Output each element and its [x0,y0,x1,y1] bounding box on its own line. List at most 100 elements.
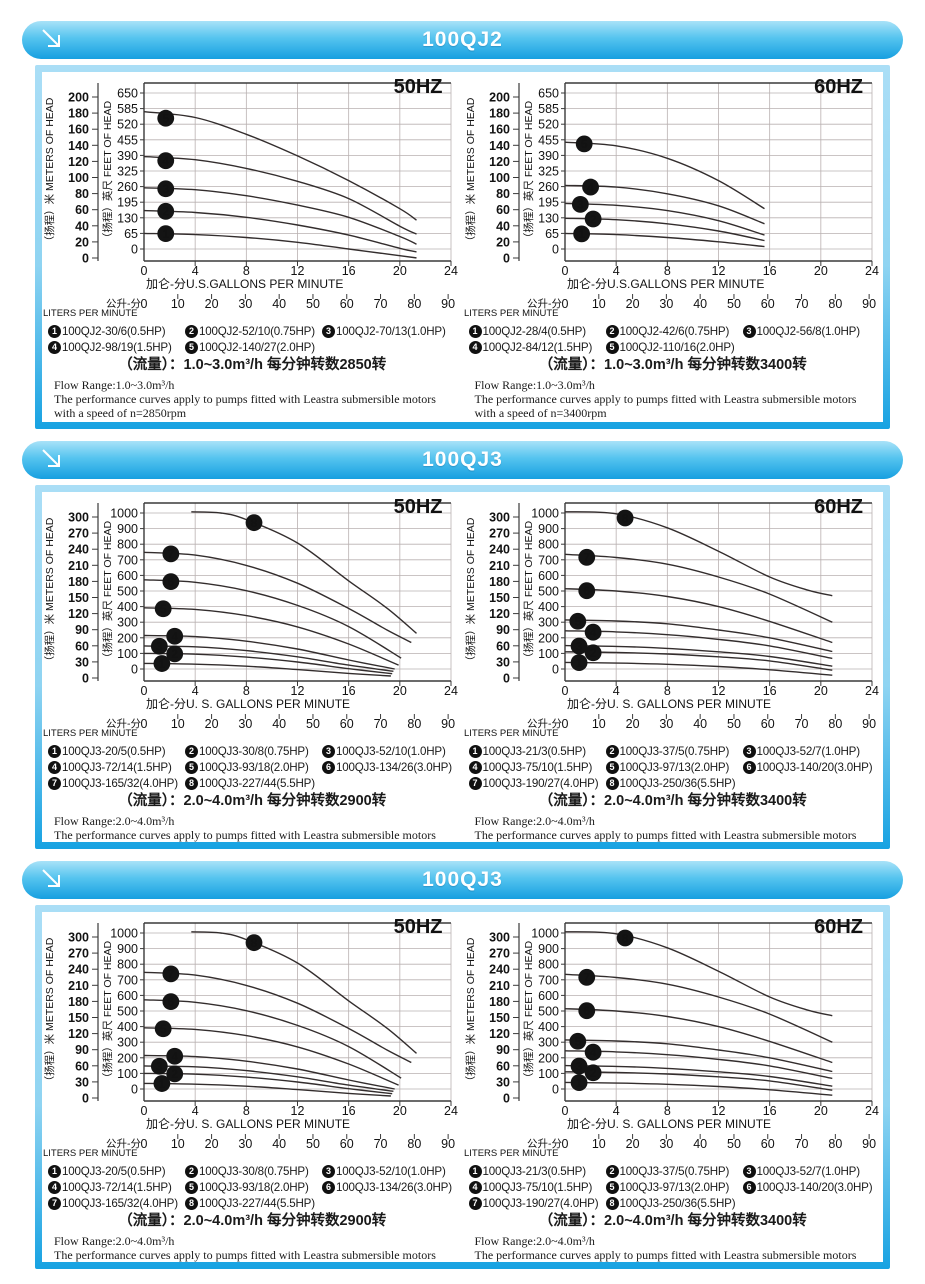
frequency-label: 50HZ [393,496,443,518]
legend-item-label: 100QJ3-52/10(1.0HP) [336,744,446,758]
legend-item-label: 100QJ3-30/8(0.75HP) [199,1164,309,1178]
curve-marker-number: 8 [251,936,258,950]
pump-curve-2 [143,1072,393,1095]
legend-item-label: 100QJ3-72/14(1.5HP) [62,1180,172,1194]
legend-number-badge: 8 [605,776,619,790]
liters-tick-label: 90 [862,297,876,311]
pump-series-panel: 100QJ3 50HZ 0 30 60 90 120 150 180 210 240 270 300 0 1… [22,861,903,1269]
pump-curve-1 [564,661,832,676]
meters-tick-label: 270 [489,947,510,961]
meters-tick-label: 90 [75,1043,89,1057]
meters-axis: 0 30 60 90 120 150 180 210 240 270 300 [489,511,519,686]
liters-tick-label: 70 [794,297,808,311]
flow-range-cn: （流量）：2.0~4.0m³/h 每分钟转数2900转 [118,1213,387,1229]
feet-tick-label: 0 [131,663,138,677]
legend-item-label: 100QJ3-140/20(3.0HP) [756,1180,873,1194]
curve-legend: 1 100QJ2-28/4(0.5HP) 2 100QJ2-42/6(0.75HP) 3… [468,323,884,355]
legend-row: 4 100QJ3-72/14(1.5HP) 5 100QJ3-93/18(2.0HP)… [48,1179,463,1195]
legend-item-label: 100QJ3-37/5(0.75HP) [619,744,730,758]
curve-marker-number: 8 [621,511,628,525]
legend-item-label: 100QJ3-93/18(2.0HP) [199,760,309,774]
liters-tick-label: 50 [306,1137,320,1151]
axes [517,502,872,682]
grid-lines [564,503,872,681]
note-line: Flow Range:2.0~4.0m³/h [54,1234,175,1248]
meters-tick-label: 180 [68,107,89,121]
curve-marker-number: 4 [589,625,596,639]
panel-header-bar: 100QJ2 [22,21,903,59]
gallons-tick-label: 8 [243,684,250,698]
feet-tick-label: 1000 [110,507,138,521]
gallons-tick-label: 8 [663,1104,670,1118]
meters-tick-label: 140 [489,139,510,153]
legend-item-label: 100QJ3-20/5(0.5HP) [62,1164,166,1178]
feet-tick-label: 500 [117,585,138,599]
liters-axis-title: LITERS PER MINUTE [464,308,559,317]
legend-item: 3 100QJ2-56/8(1.0HP) [742,324,880,338]
legend-row: 4 100QJ3-75/10(1.5HP) 5 100QJ3-97/13(2.0HP)… [468,1179,884,1195]
gallons-tick-label: 12 [291,264,305,278]
axes [97,82,451,262]
legend-item: 4 100QJ3-75/10(1.5HP) [468,1180,606,1194]
liters-tick-label: 30 [238,297,252,311]
notes-en: Flow Range:1.0~3.0m³/h The performance cu… [54,378,463,420]
curve-marker-number: 1 [575,656,582,670]
feet-tick-label: 400 [538,1020,559,1034]
curve-marker-circle [162,993,180,1011]
curve-marker-6: 6 [162,993,180,1011]
pump-curve-6 [564,588,833,644]
feet-tick-label: 900 [538,942,559,956]
legend-item-label: 100QJ3-21/3(0.5HP) [482,1164,587,1178]
curve-marker-4: 4 [584,1043,602,1061]
gallons-tick-label: 16 [342,1104,356,1118]
legend-item: 8 100QJ3-250/36(5.5HP) [605,776,743,790]
feet-tick-label: 130 [538,211,559,225]
gallons-axis: 0 4 8 12 16 20 24 加仑-分U. S. GALLONS PER MINUTE [141,681,458,711]
legend-row: 7 100QJ3-165/32(4.0HP) 8 100QJ3-227/44(5.5H… [48,1195,463,1211]
feet-tick-label: 500 [117,1005,138,1019]
meters-tick-label: 210 [489,979,510,993]
liters-tick-label: 80 [407,1137,421,1151]
curve-marker-6: 6 [577,582,595,600]
liters-tick-label: 30 [659,717,673,731]
gallons-tick-label: 12 [291,1104,305,1118]
legend-item-label: 100QJ3-190/27(4.0HP) [482,1196,599,1210]
feet-tick-label: 800 [117,538,138,552]
curve-marker-number: 3 [162,182,169,196]
pump-curve-2 [564,651,832,671]
curve-marker-number: 2 [589,1066,596,1080]
legend-item: 2 100QJ2-42/6(0.75HP) [605,324,743,338]
gallons-axis-title: 加仑-分U.S.GALLONS PER MINUTE [567,277,764,291]
meters-tick-label: 0 [503,1092,510,1106]
curve-marker-2: 2 [166,1065,184,1083]
liters-tick-label: 60 [340,297,354,311]
curve-legend: 1 100QJ2-30/6(0.5HP) 2 100QJ2-52/10(0.75HP)… [48,323,463,355]
liters-tick-label: 20 [205,717,219,731]
meters-axis: 0 20 40 60 80 100 120 140 160 180 200 [489,91,519,266]
pump-curve-2 [143,652,393,675]
meters-tick-label: 120 [489,155,510,169]
curve-marker-3: 3 [570,1057,587,1075]
curve-marker-number: 8 [621,931,628,945]
legend-row: 1 100QJ3-20/5(0.5HP) 2 100QJ3-30/8(0.75HP) 3… [48,1163,463,1179]
chart-block: 60HZ 0 20 40 60 80 100 120 140 160 180 200 0 65 130 195… [463,72,884,422]
meters-tick-label: 0 [503,252,510,266]
legend-item-label: 100QJ3-20/5(0.5HP) [62,744,166,758]
liters-tick-label: 80 [828,717,842,731]
gallons-tick-label: 20 [393,264,407,278]
feet-tick-label: 455 [117,133,138,147]
gallons-tick-label: 24 [865,264,879,278]
note-line: with a speed of n=2850rpm [54,406,187,421]
diagonal-arrow-icon [37,447,67,473]
legend-item-label: 100QJ3-30/8(0.75HP) [199,744,309,758]
meters-tick-label: 150 [68,591,89,605]
panel-title: 100QJ3 [422,868,503,891]
liters-tick-label: 10 [171,1137,185,1151]
curve-marker-circle [577,968,595,986]
feet-tick-label: 100 [538,647,559,661]
meters-tick-label: 60 [496,203,510,217]
legend-number-badge: 7 [48,1196,61,1210]
curve-marker-3: 3 [570,637,587,655]
curve-marker-circle [568,1032,586,1050]
